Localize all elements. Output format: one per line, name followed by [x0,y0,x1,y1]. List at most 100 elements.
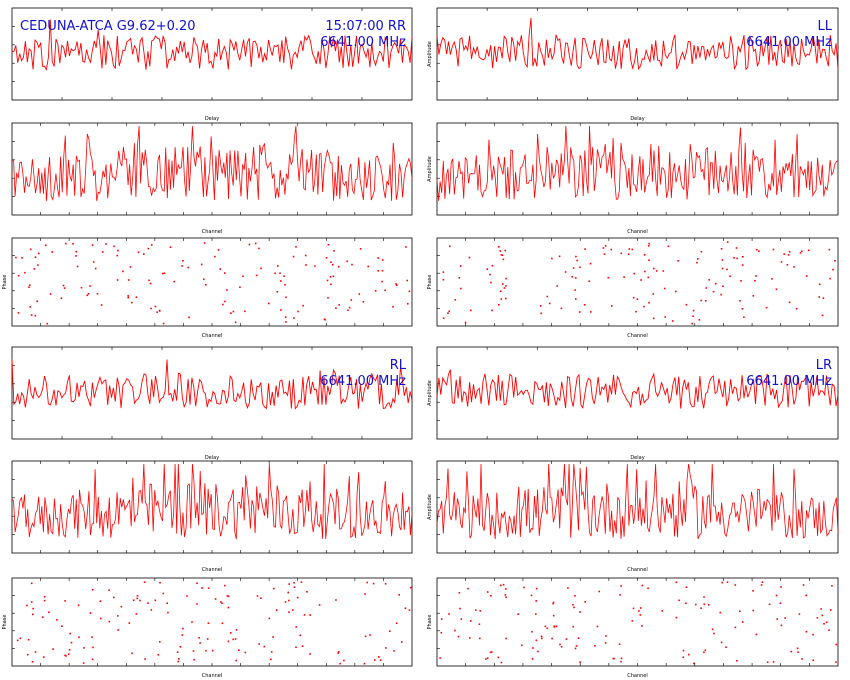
phase-rr-point [49,293,52,295]
phase-ll-point [828,248,831,251]
frequency-label: 6641.00 MHz [320,374,406,389]
phase-lr-point [497,656,500,659]
phase-lr-point [805,630,808,633]
phase-rl-point [389,630,391,632]
phase-lr-point [469,620,472,622]
phase-ll-point [574,277,577,279]
phase-rr-point [314,265,316,267]
source-name-label: CEDUNA-ATCA G9.62+0.20 [20,19,196,34]
phase-rr-point [325,256,328,259]
phase-rl-point [227,595,230,598]
phase-rl-point [287,591,289,594]
phase-lr-point [688,653,690,656]
phase-ll-point [696,261,698,264]
phase-lr-point [775,594,778,597]
phase-rr-point [224,272,226,274]
phase-ll-point [662,270,665,272]
phase-plot-lr-frame [436,577,839,667]
phase-rl-point [339,662,341,665]
phase-lr-point [641,625,643,627]
phase-rl-point [16,639,19,642]
phase-rl-point [43,595,46,598]
phase-ll-point [503,287,506,289]
phase-ll-point [500,298,503,300]
phase-rl-point [379,659,382,661]
phase-lr-point [682,656,685,658]
phase-ll-point [501,254,504,256]
phase-ll-point [705,300,707,302]
phase-rr-point [169,246,172,248]
phase-lr-point [489,651,492,654]
phase-rr-point [258,247,260,250]
phase-rr-point [205,284,207,286]
phase-rr-point [149,282,152,285]
phase-lr-point [812,659,814,662]
phase-ll-point [788,301,791,304]
phase-ll-point [643,305,645,308]
phase-rr-point [17,274,20,277]
phase-lr-point [639,607,642,609]
phase-lr-point [675,616,678,619]
phase-lr-point [760,584,763,586]
phase-lr-point [572,604,574,606]
phase-ll-point [712,290,715,293]
phase-rr-point [76,265,79,268]
phase-ll-point [786,264,789,266]
phase-lr-point [805,594,807,597]
phase-rr-point [254,242,257,245]
phase-rr-point [274,272,276,275]
phase-rr-point [80,286,83,289]
phase-lr-point [505,588,507,590]
phase-lr-point [734,584,737,586]
phase-rl-point [232,638,234,641]
phase-rr-point [188,316,190,319]
phase-ll-point [442,271,445,273]
phase-ll-point [610,305,613,307]
phase-rl-point [186,595,188,597]
phase-rr-point [113,245,115,248]
phase-xlabel: Channel [627,333,648,339]
phase-rl-point [99,600,102,602]
frequency-label: 6641.00 MHz [746,374,832,389]
phase-ll-point [499,250,502,252]
phase-ll-point [740,280,742,282]
phase-rr-point [330,283,332,286]
spectrum-plot-rr-frame [11,122,413,216]
phase-rl-point [385,647,387,649]
phase-lr-point [475,609,477,611]
phase-rl-point [132,599,135,601]
phase-rl-point [30,601,33,603]
phase-lr-point [685,602,687,604]
phase-lr-point [544,625,547,628]
phase-lr-point [553,626,556,628]
spectrum-trace-ll [436,125,839,201]
phase-lr-point [828,629,830,631]
phase-rl-point [92,646,94,649]
phase-rr-point [234,321,237,324]
phase-rr-point [335,307,337,309]
delay-plot-rl-frame [11,346,413,440]
phase-rl-point [34,651,37,653]
phase-lr-point [560,646,563,648]
phase-lr-point [776,618,778,620]
phase-ll-point [771,278,773,280]
phase-ll-point [691,322,693,325]
phase-lr-point [768,603,771,606]
phase-ll-point [721,267,724,270]
phase-rl-point [26,604,28,607]
phase-lr-point [546,627,549,630]
phase-lr-point [574,647,577,650]
phase-rl-point [343,659,345,662]
phase-ll-point [636,298,639,300]
phase-lr-point [631,620,634,622]
phase-rl-point [224,584,226,587]
phase-rl-point [284,601,287,603]
phase-ll-point [685,303,688,306]
phase-rr-point [137,251,140,254]
phase-ll-point [454,299,457,301]
phase-lr-point [486,591,489,593]
phase-lr-point [457,635,460,638]
phase-lr-point [741,621,744,623]
phase-lr-point [577,637,580,639]
phase-rr-point [46,322,49,325]
